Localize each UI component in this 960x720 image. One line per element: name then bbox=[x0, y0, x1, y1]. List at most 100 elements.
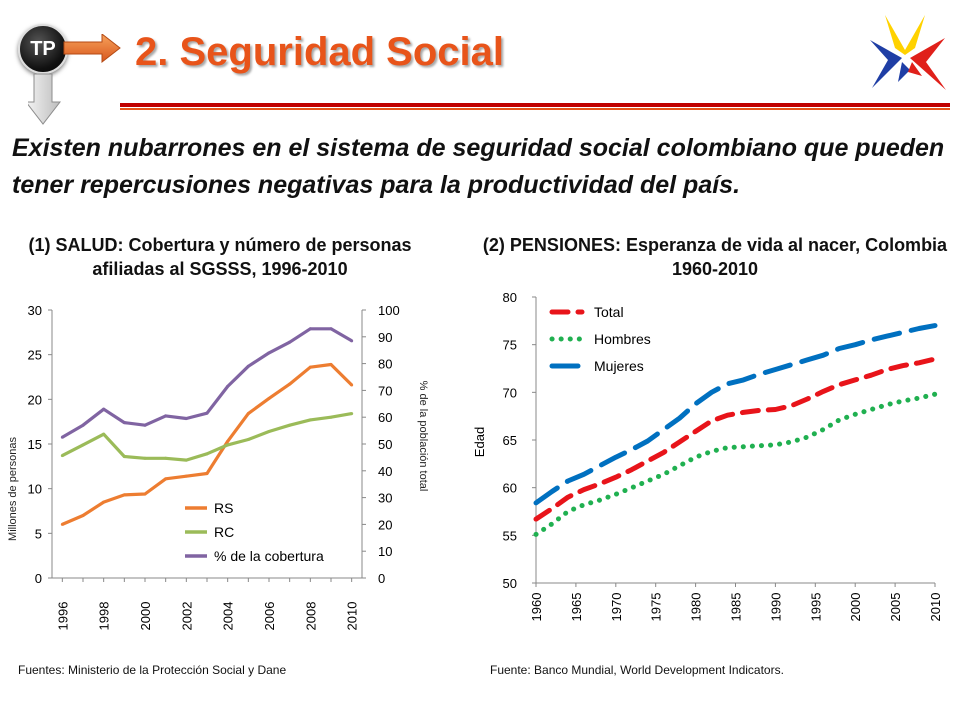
data-point bbox=[308, 327, 312, 331]
data-point bbox=[308, 418, 312, 422]
data-point bbox=[288, 423, 292, 427]
data-point bbox=[143, 456, 147, 460]
data-point bbox=[288, 340, 292, 344]
chart1-salud: 0 5 10 15 20 25 30 0 10 20 30 40 50 60 70 80 90 100 1996 19… bbox=[7, 303, 429, 631]
logo-blue-shape bbox=[870, 40, 902, 88]
x-tick-label: 1965 bbox=[569, 593, 584, 622]
y2-tick-label: 10 bbox=[378, 544, 392, 559]
legend-label: Hombres bbox=[594, 331, 651, 347]
data-point bbox=[102, 407, 106, 411]
title-rule bbox=[120, 103, 950, 107]
data-point bbox=[184, 474, 188, 478]
y2-tick-label: 90 bbox=[378, 330, 392, 345]
data-point bbox=[102, 500, 106, 504]
data-point bbox=[81, 423, 85, 427]
y-axis-label: Edad bbox=[472, 427, 487, 457]
series-line-0 bbox=[533, 356, 938, 522]
series-line-2 bbox=[533, 323, 938, 506]
arrow-graphic bbox=[28, 34, 121, 125]
x-tick-label: 2000 bbox=[138, 602, 153, 631]
y-tick-label: 65 bbox=[503, 433, 517, 448]
y2-axis-label: % de la población total bbox=[417, 381, 429, 492]
legend-label: Total bbox=[594, 304, 624, 320]
data-point bbox=[350, 412, 354, 416]
logo bbox=[870, 15, 946, 90]
intro-text: Existen nubarrones en el sistema de segu… bbox=[12, 134, 945, 199]
data-point bbox=[164, 414, 168, 418]
data-point bbox=[329, 327, 333, 331]
y-tick-label: 55 bbox=[503, 528, 517, 543]
data-point bbox=[81, 513, 85, 517]
data-point bbox=[205, 452, 209, 456]
y-tick-label: 60 bbox=[503, 481, 517, 496]
x-tick-label: 2004 bbox=[221, 602, 236, 631]
legend-label: % de la cobertura bbox=[214, 548, 324, 564]
data-point bbox=[308, 365, 312, 369]
logo-red-shape-2 bbox=[908, 62, 922, 76]
y-tick-label: 5 bbox=[35, 526, 42, 541]
y-tick-label: 10 bbox=[28, 482, 42, 497]
page-title: 2. Seguridad Social bbox=[135, 30, 505, 74]
legend-label: RS bbox=[214, 500, 233, 516]
logo-red-shape bbox=[910, 38, 946, 90]
data-point bbox=[143, 423, 147, 427]
series-line-1 bbox=[533, 391, 938, 537]
x-tick-label: 2010 bbox=[928, 593, 943, 622]
data-point bbox=[102, 432, 106, 436]
y2-tick-label: 60 bbox=[378, 410, 392, 425]
data-point bbox=[267, 351, 271, 355]
data-point bbox=[122, 493, 126, 497]
y-tick-label: 15 bbox=[28, 437, 42, 452]
chart2-pensiones: 50 55 60 65 70 75 80 1960 1965 1970 1975 1980 1985 19… bbox=[472, 290, 943, 622]
data-point bbox=[226, 443, 230, 447]
source-left: Fuentes: Ministerio de la Protección Soc… bbox=[18, 663, 287, 677]
data-point bbox=[60, 522, 64, 526]
x-tick-label: 1995 bbox=[808, 593, 823, 622]
legend-label: Mujeres bbox=[594, 358, 644, 374]
right-arrow-icon bbox=[63, 34, 121, 64]
y2-tick-label: 40 bbox=[378, 464, 392, 479]
title-rule-accent bbox=[120, 108, 950, 110]
data-point bbox=[288, 382, 292, 386]
x-tick-label: 1980 bbox=[689, 593, 704, 622]
data-point bbox=[246, 412, 250, 416]
y-tick-label: 75 bbox=[503, 338, 517, 353]
data-point bbox=[122, 421, 126, 425]
logo-blue-shape-2 bbox=[898, 62, 910, 82]
x-tick-label: 2000 bbox=[848, 593, 863, 622]
legend-label: RC bbox=[214, 524, 234, 540]
x-tick-label: 1990 bbox=[768, 593, 783, 622]
y2-tick-label: 20 bbox=[378, 517, 392, 532]
y-tick-label: 25 bbox=[28, 348, 42, 363]
chart2-title: (2) PENSIONES: Esperanza de vida al nace… bbox=[482, 235, 948, 279]
x-tick-label: 2008 bbox=[303, 602, 318, 631]
y2-tick-label: 100 bbox=[378, 303, 400, 318]
logo-yellow-shape bbox=[885, 15, 925, 55]
data-point bbox=[350, 339, 354, 343]
y2-tick-label: 0 bbox=[378, 571, 385, 586]
data-point bbox=[81, 443, 85, 447]
data-point bbox=[267, 429, 271, 433]
data-point bbox=[329, 362, 333, 366]
data-point bbox=[60, 454, 64, 458]
series-line-0 bbox=[61, 362, 353, 526]
data-point bbox=[164, 477, 168, 481]
data-point bbox=[205, 411, 209, 415]
data-point bbox=[226, 384, 230, 388]
data-point bbox=[164, 456, 168, 460]
x-tick-label: 1960 bbox=[529, 593, 544, 622]
data-point bbox=[143, 492, 147, 496]
y-tick-label: 20 bbox=[28, 392, 42, 407]
x-tick-label: 1985 bbox=[729, 593, 744, 622]
x-tick-label: 2005 bbox=[888, 593, 903, 622]
data-point bbox=[122, 455, 126, 459]
x-tick-label: 1996 bbox=[55, 602, 70, 631]
x-tick-label: 1998 bbox=[97, 602, 112, 631]
x-tick-label: 1975 bbox=[649, 593, 664, 622]
data-point bbox=[246, 364, 250, 368]
y2-tick-label: 70 bbox=[378, 383, 392, 398]
y-tick-label: 80 bbox=[503, 290, 517, 305]
x-tick-label: 1970 bbox=[609, 593, 624, 622]
y-axis-label: Millones de personas bbox=[7, 437, 19, 541]
x-tick-label: 2006 bbox=[262, 602, 277, 631]
